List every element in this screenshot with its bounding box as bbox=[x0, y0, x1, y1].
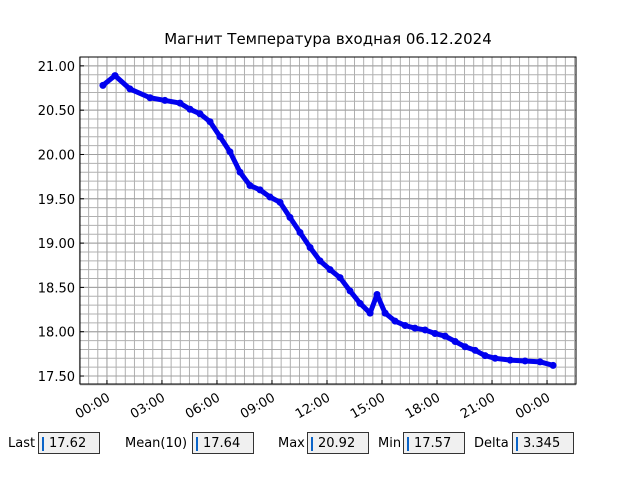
point bbox=[216, 133, 224, 141]
point bbox=[161, 96, 169, 104]
point bbox=[461, 343, 469, 351]
stat-field[interactable]: 3.345 bbox=[512, 432, 574, 454]
y-tick-label: 19.00 bbox=[38, 237, 75, 252]
y-tick-label: 19.50 bbox=[38, 193, 75, 208]
point bbox=[286, 213, 294, 221]
x-tick-label: 21:00 bbox=[458, 390, 498, 422]
stat-field[interactable]: 17.57 bbox=[403, 432, 465, 454]
point bbox=[421, 326, 429, 334]
point bbox=[471, 346, 479, 354]
point bbox=[356, 299, 364, 307]
point bbox=[196, 110, 204, 118]
point bbox=[336, 274, 344, 282]
x-tick-label: 00:00 bbox=[73, 390, 113, 422]
point bbox=[111, 72, 119, 80]
point bbox=[146, 94, 154, 102]
point bbox=[206, 118, 214, 126]
plot-frame bbox=[79, 56, 577, 385]
point bbox=[536, 358, 544, 366]
chart: Магнит Температура входная 06.12.2024 17… bbox=[38, 30, 577, 422]
y-tick-label: 18.00 bbox=[38, 326, 75, 341]
point bbox=[391, 317, 399, 325]
stat-field[interactable]: 17.62 bbox=[38, 432, 100, 454]
stat-label: Delta bbox=[474, 436, 509, 451]
point bbox=[521, 357, 529, 365]
point bbox=[126, 85, 134, 93]
x-tick-label: 12:00 bbox=[293, 390, 333, 422]
x-tick-label: 18:00 bbox=[403, 390, 443, 422]
point bbox=[306, 244, 314, 252]
stat-label: Min bbox=[378, 436, 402, 451]
point bbox=[491, 354, 499, 362]
point bbox=[316, 257, 324, 265]
y-tick-label: 21.00 bbox=[38, 60, 75, 75]
point bbox=[366, 309, 374, 317]
point bbox=[431, 329, 439, 337]
y-tick-label: 18.50 bbox=[38, 281, 75, 296]
point bbox=[411, 324, 419, 332]
stat-field[interactable]: 20.92 bbox=[307, 432, 369, 454]
point bbox=[346, 287, 354, 295]
point bbox=[549, 361, 557, 369]
point bbox=[99, 81, 107, 89]
point bbox=[373, 290, 381, 298]
point bbox=[186, 105, 194, 113]
point bbox=[276, 198, 284, 206]
stat-field[interactable]: 17.64 bbox=[192, 432, 254, 454]
point bbox=[381, 309, 389, 317]
y-tick-label: 17.50 bbox=[38, 370, 75, 385]
point bbox=[266, 193, 274, 201]
stat-label: Last bbox=[8, 436, 36, 451]
point bbox=[246, 181, 254, 189]
point bbox=[296, 228, 304, 236]
point bbox=[451, 337, 459, 345]
point bbox=[506, 356, 514, 364]
y-tick-label: 20.00 bbox=[38, 148, 75, 163]
stat-label: Mean(10) bbox=[125, 436, 188, 451]
x-tick-label: 00:00 bbox=[513, 390, 553, 422]
stat-label: Max bbox=[278, 436, 305, 451]
point bbox=[256, 186, 264, 194]
point bbox=[326, 266, 334, 274]
point bbox=[226, 148, 234, 156]
point bbox=[236, 168, 244, 176]
x-tick-label: 06:00 bbox=[183, 390, 223, 422]
y-tick-label: 20.50 bbox=[38, 104, 75, 119]
x-tick-label: 09:00 bbox=[238, 390, 278, 422]
point bbox=[481, 352, 489, 360]
x-tick-label: 03:00 bbox=[128, 390, 168, 422]
x-tick-label: 15:00 bbox=[348, 390, 388, 422]
point bbox=[441, 332, 449, 340]
point bbox=[176, 99, 184, 107]
chart-title: Магнит Температура входная 06.12.2024 bbox=[164, 30, 492, 48]
point bbox=[401, 322, 409, 330]
